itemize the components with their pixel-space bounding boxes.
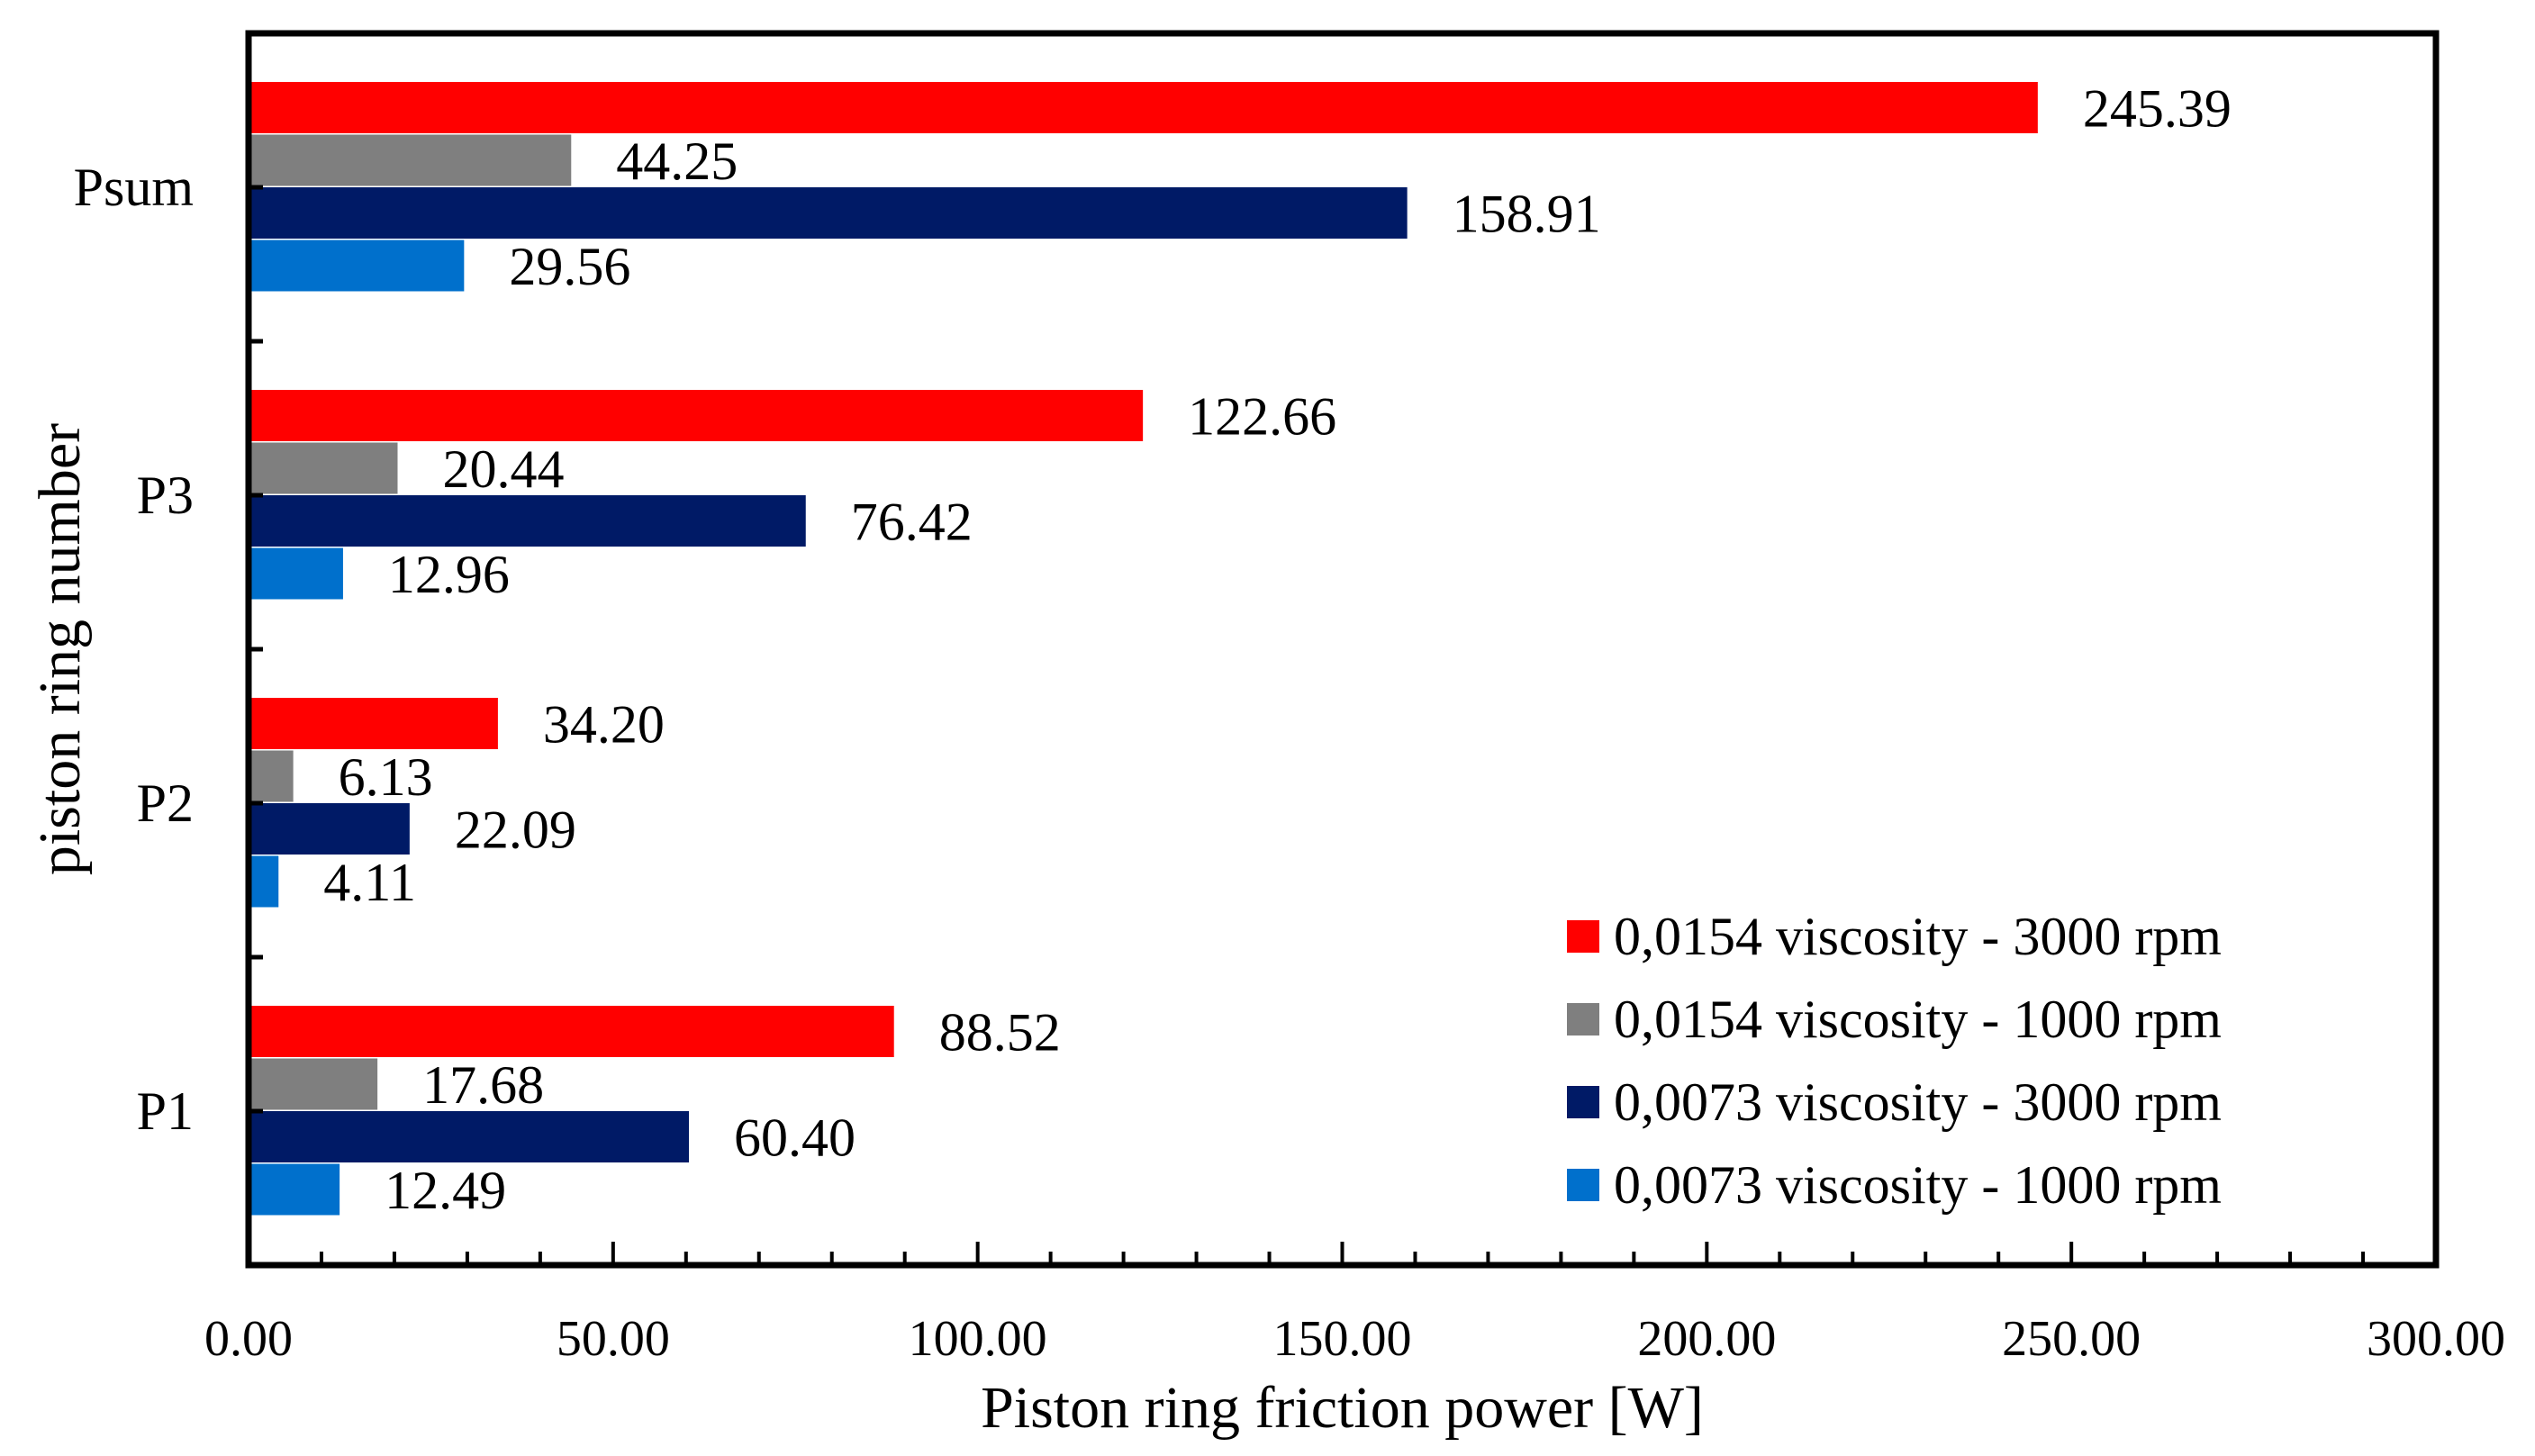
- x-tick-label: 0.00: [204, 1311, 293, 1367]
- bar-P1-series-2: [249, 1058, 378, 1110]
- legend-label-1: 0,0154 viscosity - 3000 rpm: [1614, 907, 2222, 966]
- bar-P3-series-2: [249, 442, 398, 494]
- bar-P1-series-1: [249, 1006, 894, 1057]
- bar-P1-series-3: [249, 1111, 690, 1162]
- data-label-P3-series-2: 20.44: [442, 439, 564, 499]
- data-label-Psum-series-4: 29.56: [509, 237, 630, 296]
- data-label-P2-series-2: 6.13: [339, 747, 433, 807]
- x-tick-label: 150.00: [1273, 1311, 1412, 1367]
- bar-Psum-series-1: [249, 82, 2038, 133]
- x-tick-label: 100.00: [909, 1311, 1047, 1367]
- data-label-P1-series-2: 17.68: [422, 1055, 544, 1115]
- bar-P3-series-4: [249, 547, 343, 600]
- legend-label-3: 0,0073 viscosity - 3000 rpm: [1614, 1072, 2222, 1132]
- data-label-P3-series-1: 122.66: [1188, 387, 1336, 447]
- bar-P2-series-4: [249, 855, 279, 908]
- y-axis-title: piston ring number: [27, 423, 93, 875]
- category-label-P3: P3: [137, 466, 194, 525]
- data-label-P1-series-4: 12.49: [385, 1161, 506, 1220]
- data-label-P3-series-4: 12.96: [388, 545, 510, 604]
- data-label-P2-series-1: 34.20: [543, 695, 665, 755]
- legend-swatch-1: [1567, 920, 1599, 953]
- data-label-P3-series-3: 76.42: [851, 493, 973, 552]
- data-labels-layer: 88.52 17.68 60.40 12.49 34.20 6.13 22.09 4.11 12…: [323, 79, 2232, 1221]
- legend: 0,0154 viscosity - 3000 rpm 0,0154 viscos…: [1567, 907, 2222, 1215]
- data-label-Psum-series-1: 245.39: [2083, 79, 2232, 139]
- bar-Psum-series-2: [249, 134, 572, 186]
- data-label-Psum-series-2: 44.25: [616, 131, 738, 191]
- bar-P1-series-4: [249, 1163, 340, 1216]
- bar-P2-series-3: [249, 803, 410, 855]
- category-label-P2: P2: [137, 773, 194, 833]
- legend-swatch-3: [1567, 1086, 1599, 1118]
- category-label-P1: P1: [137, 1081, 194, 1141]
- x-tick-label: 50.00: [557, 1311, 670, 1367]
- bar-Psum-series-3: [249, 187, 1408, 239]
- legend-swatch-4: [1567, 1169, 1599, 1201]
- category-label-Psum: Psum: [74, 158, 194, 217]
- x-tick-label: 250.00: [2002, 1311, 2141, 1367]
- data-label-P2-series-4: 4.11: [323, 853, 416, 912]
- data-label-P2-series-3: 22.09: [455, 800, 576, 860]
- plot-area-frame: [245, 30, 2440, 1269]
- data-label-P1-series-1: 88.52: [939, 1003, 1061, 1063]
- bar-P2-series-1: [249, 698, 498, 749]
- x-axis-tick-labels: 0.00 50.00 100.00 150.00 200.00 250.00 300.00: [204, 1311, 2505, 1367]
- x-axis-title: Piston ring friction power [W]: [981, 1375, 1704, 1441]
- bars-layer: [249, 82, 2038, 1216]
- data-label-P1-series-3: 60.40: [734, 1108, 856, 1168]
- x-tick-label: 300.00: [2367, 1311, 2505, 1367]
- x-tick-label: 200.00: [1637, 1311, 1776, 1367]
- data-label-Psum-series-3: 158.91: [1453, 185, 1601, 244]
- category-labels: P1 P2 P3 Psum: [74, 158, 194, 1141]
- legend-label-2: 0,0154 viscosity - 1000 rpm: [1614, 990, 2222, 1049]
- legend-label-4: 0,0073 viscosity - 1000 rpm: [1614, 1155, 2222, 1215]
- bar-P2-series-2: [249, 750, 294, 802]
- x-axis-ticks: [247, 1242, 2438, 1265]
- bar-Psum-series-4: [249, 240, 465, 292]
- bar-P3-series-1: [249, 390, 1144, 441]
- bar-P3-series-3: [249, 495, 806, 547]
- legend-swatch-2: [1567, 1003, 1599, 1035]
